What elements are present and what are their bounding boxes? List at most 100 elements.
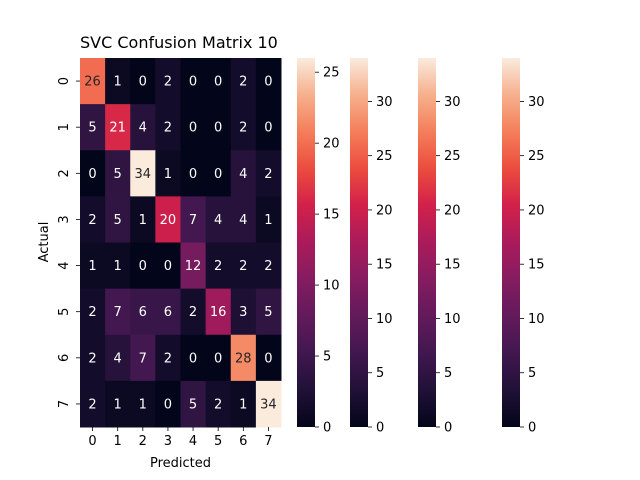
- cell-value: 1: [264, 213, 272, 228]
- heatmap-cell: [255, 242, 282, 290]
- heatmap-cell: [180, 104, 207, 151]
- heatmap-cell: [230, 58, 257, 105]
- x-tick-label: 1: [114, 434, 122, 449]
- heatmap-cell: [205, 196, 232, 243]
- heatmap-cell: [130, 334, 156, 382]
- cell-value: 7: [189, 213, 197, 228]
- heatmap-cell: [155, 58, 181, 105]
- heatmap-cell: [180, 196, 207, 243]
- heatmap-cell: [155, 288, 181, 336]
- cell-value: 12: [185, 259, 202, 274]
- cell-value: 0: [139, 75, 147, 90]
- cell-value: 5: [114, 167, 122, 182]
- colorbar-tick-label: 10: [376, 312, 393, 327]
- cell-value: 5: [189, 397, 197, 412]
- colorbar-tick-label: 0: [528, 421, 536, 436]
- y-tick-label: 4: [57, 261, 72, 269]
- colorbar-tick-label: 30: [444, 95, 461, 110]
- cell-value: 0: [164, 259, 172, 274]
- cell-value: 2: [88, 397, 96, 412]
- x-tick-label: 0: [88, 434, 96, 449]
- cell-value: 20: [160, 213, 177, 228]
- colorbar-tick-label: 25: [528, 149, 545, 164]
- cell-value: 0: [264, 351, 272, 366]
- colorbar: [418, 58, 436, 427]
- cell-value: 2: [239, 121, 247, 136]
- cell-value: 26: [84, 75, 101, 90]
- heatmap-cell: [205, 150, 232, 197]
- heatmap-cell: [80, 288, 106, 336]
- cell-value: 0: [164, 397, 172, 412]
- cell-value: 2: [164, 351, 172, 366]
- heatmap-cell: [205, 288, 232, 336]
- x-tick-label: 5: [214, 434, 222, 449]
- y-tick-label: 7: [57, 400, 72, 408]
- heatmap-cell: [80, 242, 106, 290]
- cell-value: 4: [239, 213, 247, 228]
- cell-value: 28: [235, 351, 252, 366]
- cell-value: 2: [239, 259, 247, 274]
- cell-value: 7: [139, 351, 147, 366]
- heatmap-cell: [130, 242, 156, 290]
- colorbar-tick-label: 30: [528, 95, 545, 110]
- colorbar-tick-label: 25: [323, 66, 340, 81]
- cell-value: 2: [214, 397, 222, 412]
- heatmap-cell: [180, 380, 207, 428]
- colorbar: [297, 58, 315, 427]
- colorbar-tick-label: 5: [528, 366, 536, 381]
- cell-value: 0: [214, 351, 222, 366]
- y-tick-labels: 0 1 2 3 4 5 6 7: [57, 77, 80, 408]
- colorbar-tick-label: 15: [528, 258, 545, 273]
- heatmap-cell: [205, 58, 232, 105]
- cell-value: 1: [114, 259, 122, 274]
- cell-value: 3: [239, 305, 247, 320]
- cell-value: 5: [264, 305, 272, 320]
- heatmap-cell: [255, 58, 282, 105]
- cell-value: 5: [114, 213, 122, 228]
- cell-value: 0: [189, 167, 197, 182]
- y-axis-label: Actual: [37, 222, 52, 263]
- heatmap-cell: [205, 380, 232, 428]
- cell-value: 1: [88, 259, 96, 274]
- cell-value: 0: [214, 121, 222, 136]
- cell-value: 4: [114, 351, 122, 366]
- cell-value: 1: [114, 397, 122, 412]
- heatmap-cell: [130, 104, 156, 151]
- cell-value: 0: [189, 351, 197, 366]
- heatmap-cell: [80, 104, 106, 151]
- heatmap-cell: [105, 150, 131, 197]
- cell-value: 1: [139, 397, 147, 412]
- heatmap-cell: [105, 288, 131, 336]
- heatmap-cell: [255, 104, 282, 151]
- x-tick-label: 6: [239, 434, 247, 449]
- heatmap-cell: [130, 196, 156, 243]
- y-tick-label: 6: [57, 354, 72, 362]
- heatmap-cell: [80, 58, 106, 105]
- colorbar-tick-label: 30: [376, 95, 393, 110]
- heatmap-cell: [230, 380, 257, 428]
- cell-value: 2: [264, 259, 272, 274]
- heatmap-cell: [230, 104, 257, 151]
- colorbar-tick-label: 20: [444, 203, 461, 218]
- cell-value: 0: [214, 75, 222, 90]
- heatmap-cell: [205, 242, 232, 290]
- heatmap-cell: [80, 196, 106, 243]
- cell-value: 0: [264, 121, 272, 136]
- cell-value: 4: [239, 167, 247, 182]
- heatmap-cell: [105, 242, 131, 290]
- cell-value: 4: [139, 121, 147, 136]
- heatmap-cell: [180, 58, 207, 105]
- cell-value: 1: [239, 397, 247, 412]
- colorbar-tick-label: 0: [444, 421, 452, 436]
- heatmap-cell: [105, 334, 131, 382]
- colorbar-tick-label: 20: [323, 137, 340, 152]
- cell-value: 0: [139, 259, 147, 274]
- heatmap-cell: [105, 104, 131, 151]
- cell-value: 0: [189, 121, 197, 136]
- cell-value: 34: [135, 167, 152, 182]
- y-tick-label: 2: [57, 169, 72, 177]
- cell-value: 2: [164, 75, 172, 90]
- heatmap-cell: [105, 196, 131, 243]
- colorbar-tick-label: 0: [376, 421, 384, 436]
- heatmap-cell: [155, 196, 181, 243]
